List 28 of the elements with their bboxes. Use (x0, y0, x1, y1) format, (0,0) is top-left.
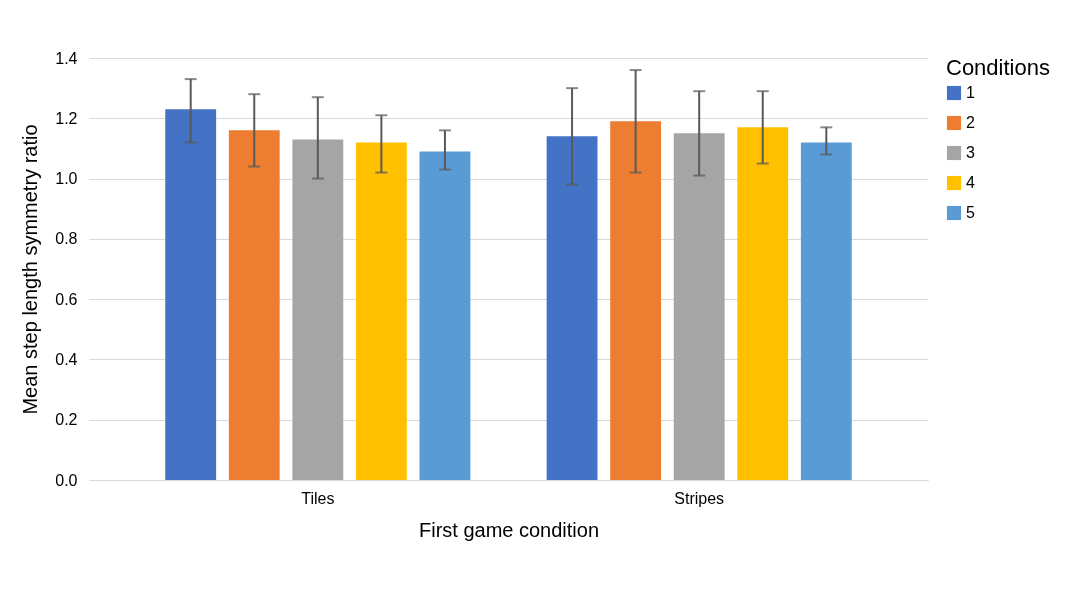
bar (165, 109, 217, 480)
y-tick-label: 1.2 (55, 109, 78, 127)
y-tick-label: 1.0 (55, 170, 78, 188)
legend-title: Conditions (946, 55, 1050, 80)
legend-label: 5 (966, 204, 975, 221)
legend-label: 4 (966, 174, 975, 191)
y-tick-label: 0.2 (55, 411, 78, 429)
bar (419, 151, 471, 480)
bar (228, 130, 280, 480)
bar (292, 139, 344, 480)
x-axis-title: First game condition (418, 518, 600, 541)
bar (546, 136, 598, 480)
bar (800, 142, 852, 480)
y-tick-label: 0.6 (55, 290, 78, 308)
legend-label: 1 (966, 84, 975, 101)
y-axis-title: Mean step length symmetry ratio (19, 124, 42, 415)
legend-label: 3 (966, 144, 975, 161)
bar (610, 121, 662, 480)
bar (355, 142, 407, 480)
bar (673, 133, 725, 480)
y-tick-label: 0.0 (55, 471, 78, 489)
x-tick-label: Stripes (674, 489, 725, 507)
y-tick-label: 0.4 (55, 350, 78, 368)
legend-label: 2 (966, 114, 975, 131)
bar (737, 127, 789, 480)
y-tick-label: 0.8 (55, 230, 78, 248)
x-tick-label: Tiles (301, 489, 335, 507)
y-tick-label: 1.4 (55, 49, 78, 67)
